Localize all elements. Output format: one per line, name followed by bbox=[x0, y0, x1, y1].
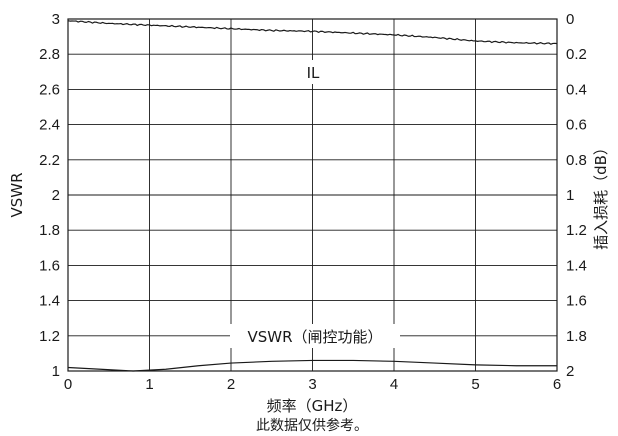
vswr-label: VSWR（闸控功能） bbox=[247, 328, 382, 346]
x-tick-label: 0 bbox=[64, 376, 72, 393]
y-tick-label: 2.8 bbox=[39, 46, 60, 63]
x-axis-title: 频率（GHz） bbox=[267, 397, 358, 415]
y2-tick-label: 0.8 bbox=[566, 152, 587, 169]
y-tick-label: 3 bbox=[52, 11, 60, 28]
y2-tick-label: 0.4 bbox=[566, 81, 587, 98]
y2-tick-label: 1.4 bbox=[566, 257, 587, 274]
y-tick-label: 1.2 bbox=[39, 328, 60, 345]
y-tick-label: 1.8 bbox=[39, 222, 60, 239]
y2-axis-title: 插入损耗（dB） bbox=[592, 140, 610, 250]
il-label: IL bbox=[307, 64, 320, 82]
y2-tick-label: 2 bbox=[566, 363, 574, 380]
plot-frame bbox=[67, 18, 558, 372]
y-tick-label: 2.2 bbox=[39, 152, 60, 169]
y-axis-title: VSWR bbox=[8, 172, 26, 217]
il-series-line bbox=[67, 20, 558, 45]
disclaimer-note: 此数据仅供参考。 bbox=[256, 417, 368, 434]
y2-tick-label: 0.2 bbox=[566, 46, 587, 63]
vswr-label-bg bbox=[230, 324, 400, 348]
x-tick-label: 6 bbox=[553, 376, 561, 393]
y-axis-ticks: 3 2.8 2.6 2.4 2.2 2 1.8 1.6 1.4 1.2 1 bbox=[39, 11, 60, 380]
y-tick-label: 1.6 bbox=[39, 257, 60, 274]
y2-axis-ticks: 0 0.2 0.4 0.6 0.8 1 1.2 1.4 1.6 1.8 2 bbox=[566, 11, 587, 380]
y2-tick-label: 1 bbox=[566, 187, 574, 204]
y2-tick-label: 1.8 bbox=[566, 328, 587, 345]
x-tick-label: 3 bbox=[308, 376, 316, 393]
x-tick-label: 1 bbox=[145, 376, 153, 393]
y2-tick-label: 0 bbox=[566, 11, 574, 28]
x-tick-label: 2 bbox=[227, 376, 235, 393]
y2-tick-label: 1.2 bbox=[566, 222, 587, 239]
x-tick-label: 4 bbox=[390, 376, 398, 393]
y-tick-label: 1.4 bbox=[39, 293, 60, 310]
y2-tick-label: 1.6 bbox=[566, 293, 587, 310]
x-tick-label: 5 bbox=[471, 376, 479, 393]
y2-tick-label: 0.6 bbox=[566, 117, 587, 134]
il-label-bg bbox=[302, 60, 324, 84]
y-tick-label: 2.4 bbox=[39, 117, 60, 134]
y-tick-label: 2.6 bbox=[39, 81, 60, 98]
y-tick-label: 2 bbox=[52, 187, 60, 204]
x-axis-ticks: 0 1 2 3 4 5 6 bbox=[64, 376, 561, 393]
y-tick-label: 1 bbox=[52, 363, 60, 380]
